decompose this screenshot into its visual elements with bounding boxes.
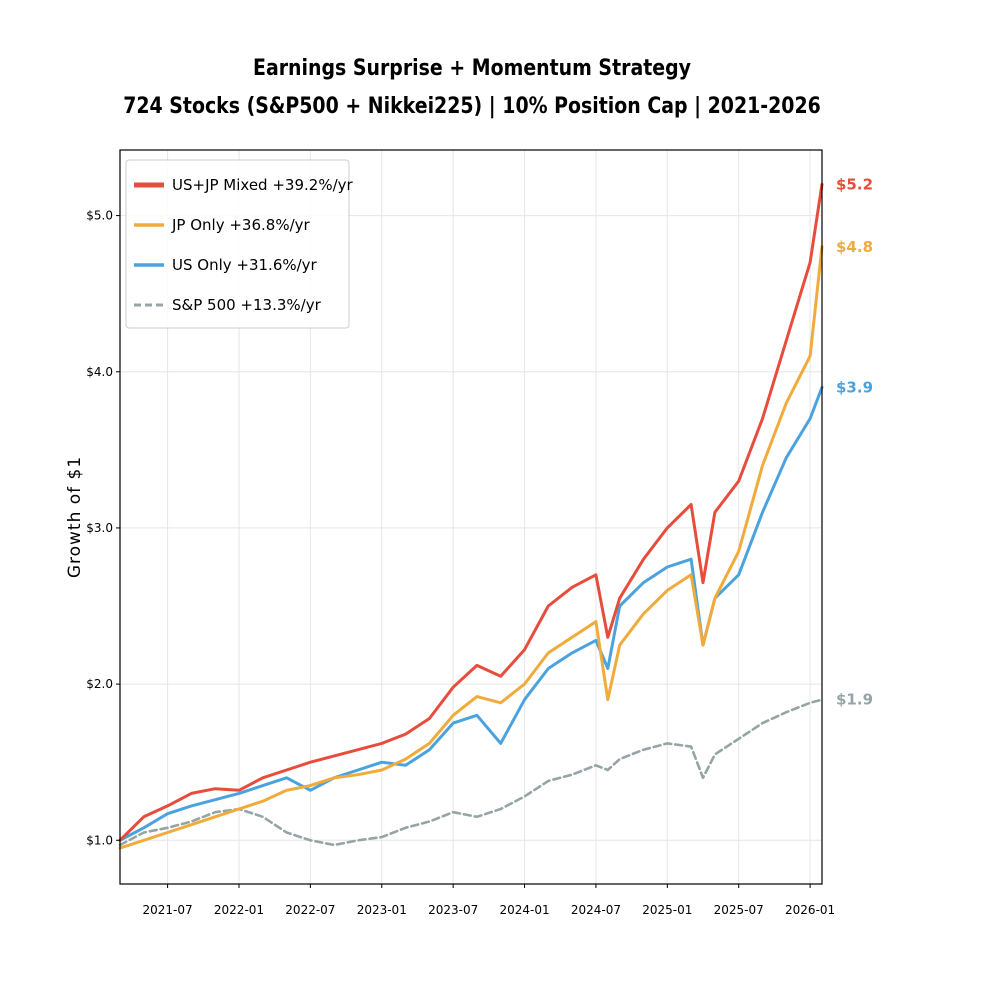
legend-entry-label: S&P 500 +13.3%/yr — [172, 296, 322, 314]
series-line — [118, 385, 824, 842]
x-tick-label: 2025-07 — [714, 903, 764, 917]
y-axis: $1.0 $2.0 $3.0 $4.0 $5.0 — [86, 209, 120, 847]
end-value-label: $3.9 — [836, 378, 873, 396]
x-tick-label: 2024-07 — [571, 903, 621, 917]
y-tick-label: $3.0 — [86, 521, 113, 535]
end-value-label: $1.9 — [836, 691, 873, 709]
end-labels: $5.2 $4.8 $3.9 $1.9 — [836, 175, 873, 708]
legend: US+JP Mixed +39.2%/yr JP Only +36.8%/yr US… — [125, 159, 353, 329]
y-tick-label: $4.0 — [86, 365, 113, 379]
legend-box — [125, 159, 350, 329]
x-axis: 2021-07 2022-01 2022-07 2023-01 2023-07 2024-… — [143, 884, 835, 917]
x-tick-label: 2023-07 — [428, 903, 478, 917]
x-tick-label: 2022-01 — [214, 903, 264, 917]
y-tick-label: $1.0 — [86, 833, 113, 847]
y-axis-label: Growth of $1 — [65, 456, 85, 578]
y-tick-label: $5.0 — [86, 209, 113, 223]
series-layer — [118, 182, 824, 850]
x-tick-label: 2023-01 — [357, 903, 407, 917]
x-tick-label: 2021-07 — [143, 903, 193, 917]
legend-entry-label: JP Only +36.8%/yr — [171, 216, 311, 234]
chart-subtitle: 724 Stocks (S&P500 + Nikkei225) | 10% Po… — [123, 94, 821, 119]
chart-title: Earnings Surprise + Momentum Strategy — [253, 56, 691, 81]
x-tick-label: 2022-07 — [285, 903, 335, 917]
plot-frame — [119, 149, 823, 885]
legend-entry-label: US Only +31.6%/yr — [172, 256, 318, 274]
series-line — [118, 698, 824, 847]
legend-entry-label: US+JP Mixed +39.2%/yr — [172, 176, 353, 194]
x-tick-label: 2024-01 — [499, 903, 549, 917]
end-value-label: $4.8 — [836, 238, 873, 256]
x-tick-label: 2026-01 — [785, 903, 835, 917]
series-line — [118, 182, 824, 842]
y-tick-label: $2.0 — [86, 677, 113, 691]
series-line — [118, 245, 824, 850]
end-value-label: $5.2 — [836, 175, 873, 193]
x-tick-label: 2025-01 — [642, 903, 692, 917]
